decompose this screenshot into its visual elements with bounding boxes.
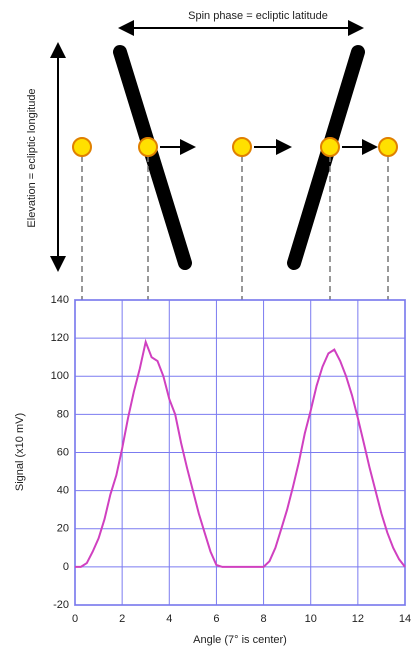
- y-tick-label: 120: [51, 332, 69, 344]
- x-tick-label: 12: [352, 613, 364, 625]
- source-dot: [379, 138, 397, 156]
- source-dot: [139, 138, 157, 156]
- x-axis-label: Angle (7° is center): [193, 634, 287, 646]
- source-dot: [233, 138, 251, 156]
- y-tick-label: 40: [57, 485, 69, 497]
- y-axis-label: Signal (x10 mV): [14, 413, 26, 491]
- y-tick-label: 140: [51, 294, 69, 306]
- x-tick-label: 0: [72, 613, 78, 625]
- y-tick-label: 80: [57, 408, 69, 420]
- x-tick-label: 2: [119, 613, 125, 625]
- x-tick-label: 14: [399, 613, 411, 625]
- x-tick-label: 4: [166, 613, 172, 625]
- y-tick-label: 100: [51, 370, 69, 382]
- y-tick-label: 0: [63, 561, 69, 573]
- spin-label: Spin phase = ecliptic latitude: [188, 10, 328, 22]
- y-tick-label: 20: [57, 523, 69, 535]
- detector-bar: [294, 52, 358, 263]
- x-tick-label: 8: [261, 613, 267, 625]
- page: Spin phase = ecliptic latitude Elevation…: [0, 0, 419, 650]
- x-tick-label: 6: [213, 613, 219, 625]
- chart: Angle (7° is center) Signal (x10 mV) -20…: [14, 294, 411, 646]
- x-tick-label: 10: [305, 613, 317, 625]
- source-dot: [321, 138, 339, 156]
- detector-bar: [120, 52, 185, 263]
- source-dot: [73, 138, 91, 156]
- y-tick-label: 60: [57, 446, 69, 458]
- elevation-label: Elevation = ecliptic longitude: [26, 88, 38, 227]
- y-tick-label: -20: [53, 599, 69, 611]
